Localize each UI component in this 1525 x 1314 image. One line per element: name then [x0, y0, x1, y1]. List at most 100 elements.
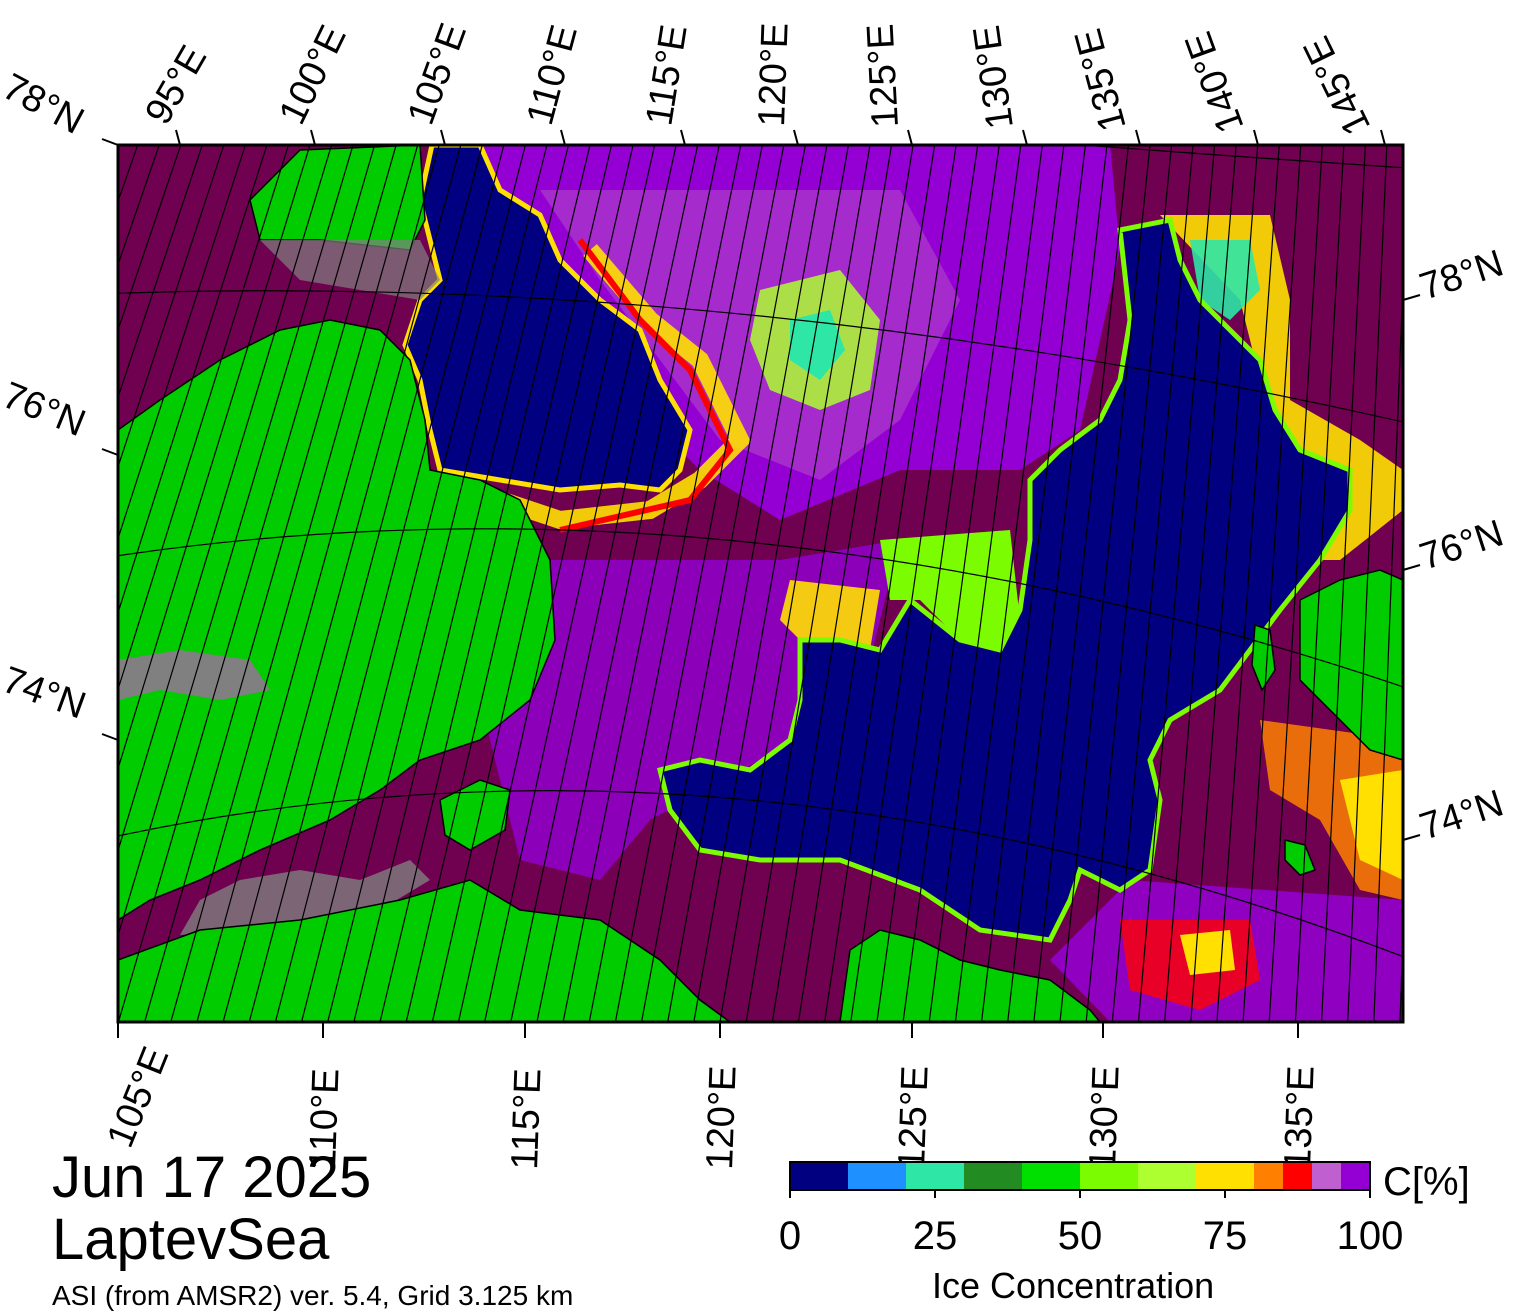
tick-mark	[907, 129, 913, 146]
meridian-line	[902, 145, 1022, 1022]
meridian-line	[1033, 145, 1130, 1022]
meridian-line	[1320, 145, 1366, 1022]
tick-mark	[175, 129, 181, 146]
land-ice	[260, 240, 440, 300]
region-label: LaptevSea	[52, 1207, 330, 1272]
marginal-ice-zone	[880, 530, 1020, 660]
tick-mark	[101, 138, 119, 146]
meridian-line	[118, 145, 376, 1022]
date-label: Jun 17 2025	[52, 1145, 372, 1210]
colorbar-tick-label: 0	[778, 1214, 802, 1258]
lat-label-left: 74°N	[0, 659, 91, 728]
colorbar-segment	[1196, 1162, 1254, 1190]
meridian-line	[1216, 145, 1280, 1022]
meridian-line	[0, 145, 52, 1022]
land-ice	[118, 650, 270, 700]
meridian-line	[1059, 145, 1151, 1022]
open-water-east	[656, 217, 1353, 943]
meridian-line	[693, 145, 850, 1022]
meridian-line	[797, 145, 936, 1022]
meridian-line	[118, 145, 268, 615]
meridian-line	[327, 145, 548, 1022]
meridian-line	[144, 145, 397, 1022]
meridian-line	[588, 145, 763, 1022]
lon-label-top: 140°E	[1177, 26, 1252, 138]
lat-label-right: 74°N	[1415, 782, 1509, 848]
meridian-line	[745, 145, 893, 1022]
marginal-ice-zone	[1340, 770, 1403, 880]
lon-label-top: 120°E	[751, 22, 797, 127]
meridian-line	[118, 145, 182, 332]
lon-label-top: 145°E	[1296, 30, 1379, 142]
parallel-line	[1075, 145, 1403, 169]
meridian-line	[1268, 145, 1323, 1022]
lon-label-bottom: 110°E	[302, 1068, 348, 1171]
colorbar-segment	[1254, 1162, 1283, 1190]
meridian-line	[1347, 145, 1388, 1022]
colorbar-tick-label: 100	[1336, 1214, 1404, 1258]
lon-label-bottom: 130°E	[1082, 1065, 1128, 1170]
meridian-line	[484, 145, 677, 1022]
meridian-line	[222, 145, 462, 1022]
colorbar-segment	[1022, 1162, 1080, 1190]
meridian-line	[980, 145, 1086, 1022]
tick-mark	[310, 129, 316, 146]
tick-mark	[1402, 294, 1421, 301]
meridian-line	[353, 145, 570, 1022]
meridian-line	[431, 145, 634, 1022]
tick-mark	[1135, 129, 1141, 146]
tick-mark	[1402, 834, 1421, 841]
colorbar-segment	[1283, 1162, 1312, 1190]
meridian-line	[876, 145, 1000, 1022]
lat-label-left: 76°N	[0, 374, 91, 445]
colorbar-segment	[1138, 1162, 1196, 1190]
colorbar	[789, 1161, 1371, 1198]
meridian-line	[118, 145, 354, 938]
lat-label-right: 78°N	[1415, 242, 1509, 308]
meridian-line	[824, 145, 957, 1022]
lon-label-top: 125°E	[860, 23, 907, 129]
lon-label-bottom: 135°E	[1277, 1065, 1323, 1170]
lon-label-top: 105°E	[400, 18, 475, 130]
colorbar-title: Ice Concentration	[932, 1265, 1215, 1306]
meridian-line	[118, 145, 246, 541]
meridian-line	[196, 145, 440, 1022]
small-island	[1284, 839, 1316, 876]
new-siberian-islands	[1299, 569, 1403, 761]
parallel-line	[118, 528, 1403, 688]
lon-label-bottom: 120°E	[699, 1065, 745, 1170]
meridian-line	[0, 145, 73, 1022]
colorbar-segment	[848, 1162, 906, 1190]
colorbar-segment	[964, 1162, 1022, 1190]
meridian-line	[274, 145, 505, 1022]
meridian-line	[118, 145, 290, 692]
colorbar-unit: C[%]	[1383, 1160, 1470, 1204]
tick-mark	[1402, 564, 1421, 571]
meridian-line	[118, 145, 311, 771]
meridian-line	[954, 145, 1065, 1022]
meridian-line	[667, 145, 828, 1022]
meridian-line	[1111, 145, 1194, 1022]
meridian-line	[1242, 145, 1302, 1022]
land-ice	[180, 860, 430, 935]
meridian-line	[300, 145, 526, 1022]
meridian-line	[1007, 145, 1108, 1022]
lat-label-left: 78°N	[0, 66, 90, 143]
lena-delta	[839, 929, 1101, 1022]
meridian-line	[379, 145, 591, 1022]
lat-label-right: 76°N	[1415, 512, 1509, 578]
colorbar-segment	[1312, 1162, 1341, 1190]
meridian-line	[248, 145, 483, 1022]
meridian-line	[0, 145, 30, 1022]
parallel-line	[118, 790, 1403, 958]
meridian-line	[640, 145, 806, 1022]
lon-label-top: 115°E	[638, 22, 695, 128]
lon-label-top: 130°E	[966, 23, 1022, 132]
lon-label-bottom: 125°E	[891, 1065, 937, 1170]
colorbar-segment	[1080, 1162, 1138, 1190]
meridian-line	[536, 145, 720, 1022]
lon-label-top: 110°E	[519, 21, 586, 130]
tick-mark	[440, 129, 446, 146]
meridian-line	[457, 145, 656, 1022]
marginal-ice-zone	[790, 310, 845, 380]
